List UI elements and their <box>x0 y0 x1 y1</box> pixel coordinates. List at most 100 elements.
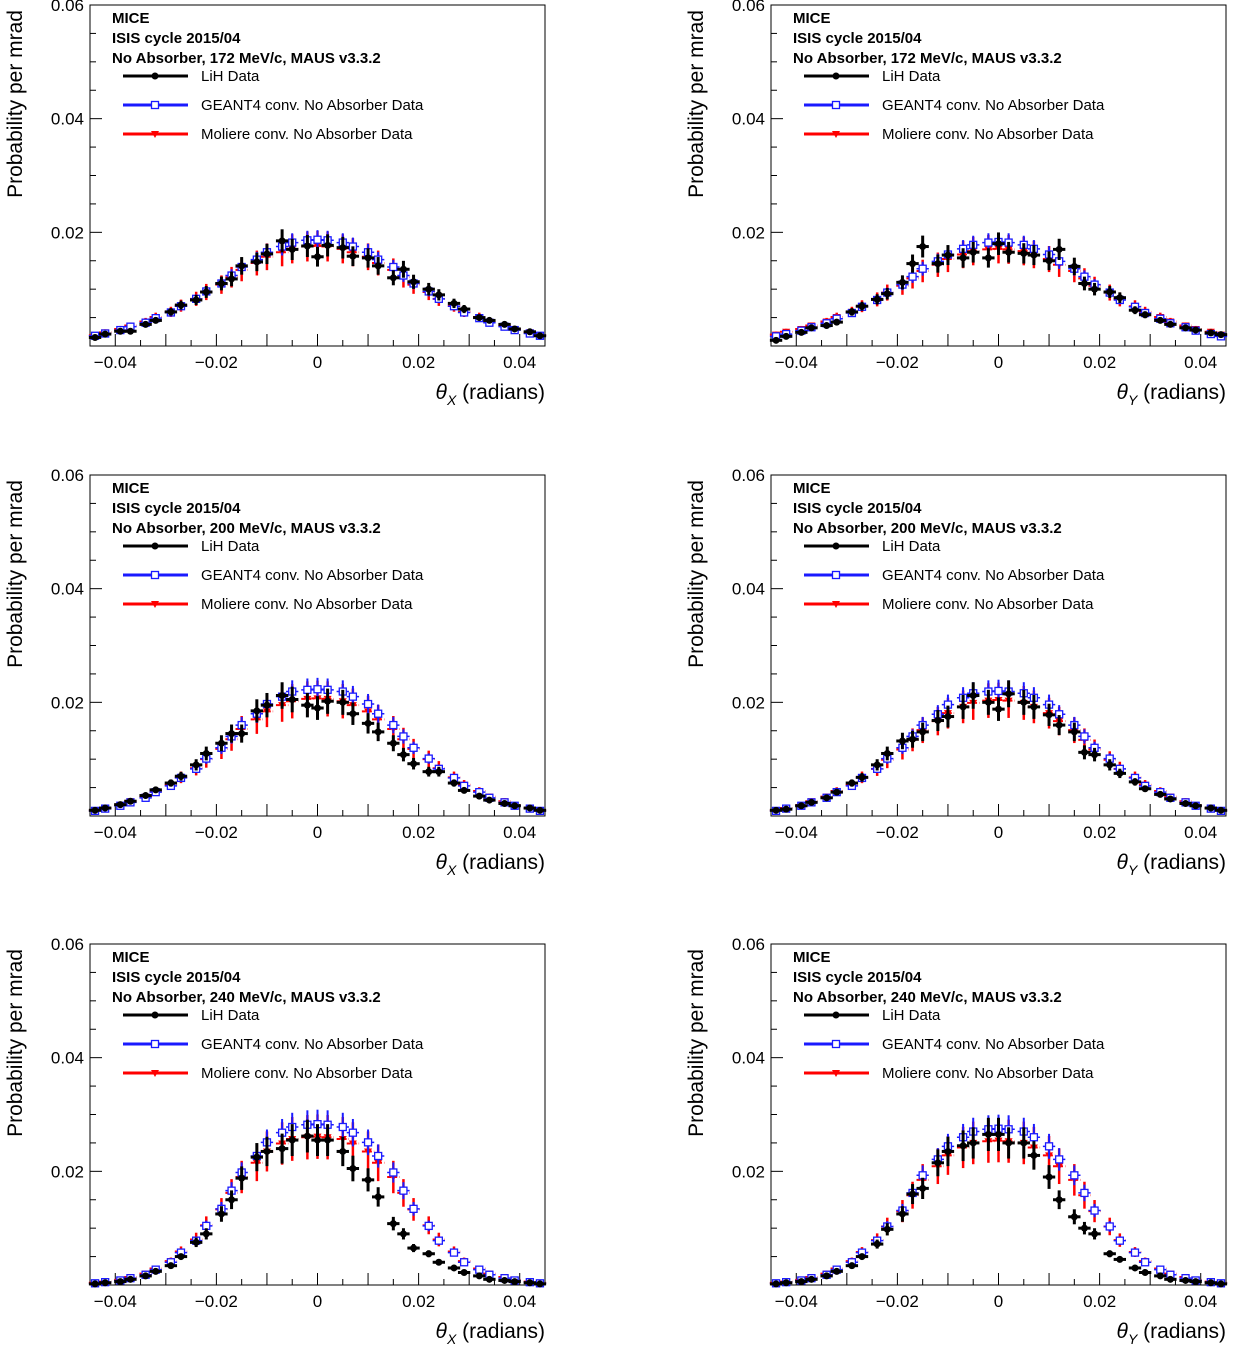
geant4-point <box>409 743 418 752</box>
lih-data-point <box>536 1280 544 1288</box>
y-axis-label: Probability per mrad <box>4 480 27 668</box>
header-line: ISIS cycle 2015/04 <box>112 500 241 517</box>
lih-data-point <box>460 1268 468 1276</box>
geant4-point <box>434 1236 443 1245</box>
legend-label: Moliere conv. No Absorber Data <box>882 596 1094 613</box>
legend-marker <box>832 542 840 550</box>
lih-data-point <box>959 1142 967 1150</box>
lih-data-point <box>501 1276 509 1284</box>
lih-data-point <box>167 1262 175 1270</box>
chart-panel-5: −0.04 −0.02 0 0.02 0.04 0.02 0.04 0.06 θX (radia… <box>4 935 547 1347</box>
lih-data-point <box>1116 294 1124 302</box>
lih-data-point <box>1141 785 1149 793</box>
lih-data-point <box>1207 329 1215 337</box>
geant4-point <box>389 720 398 730</box>
y-tick-label: 0.06 <box>732 935 765 954</box>
lih-data-point <box>142 792 150 800</box>
chart-panel-4: −0.04 −0.02 0 0.02 0.04 0.02 0.04 0.06 θY (radia… <box>685 466 1228 878</box>
geant4-point <box>363 699 373 709</box>
lih-data-point <box>1030 1151 1038 1159</box>
lih-data-point <box>389 274 397 282</box>
y-tick-label: 0.02 <box>51 223 84 242</box>
lih-data-point <box>1106 761 1114 769</box>
legend-label: GEANT4 conv. No Absorber Data <box>882 1036 1105 1053</box>
legend-label: GEANT4 conv. No Absorber Data <box>201 567 424 584</box>
lih-data-point <box>1045 257 1053 265</box>
geant4-point <box>303 685 312 694</box>
chart-panel-3: −0.04 −0.02 0 0.02 0.04 0.02 0.04 0.06 θX (radia… <box>4 466 547 878</box>
lih-data-point <box>898 1210 906 1218</box>
lih-data-point <box>1141 311 1149 319</box>
x-tick-label: 0 <box>994 823 1003 842</box>
lih-data-point <box>934 260 942 268</box>
lih-data-point <box>772 1280 780 1288</box>
lih-data-point <box>909 735 917 743</box>
lih-data-point <box>1192 802 1200 810</box>
lih-data-point <box>969 1139 977 1147</box>
lih-data-point <box>919 1184 927 1192</box>
lih-data-point <box>374 728 382 736</box>
lih-data-point <box>1106 288 1114 296</box>
geant4-point <box>313 235 322 244</box>
x-tick-label: 0.02 <box>1083 823 1116 842</box>
legend-marker <box>832 72 840 80</box>
geant4-point <box>1105 1222 1114 1231</box>
lih-data-point <box>1207 1279 1215 1287</box>
x-tick-label: 0 <box>313 1292 322 1311</box>
lih-data-point <box>410 278 418 286</box>
y-tick-label: 0.04 <box>732 1049 765 1068</box>
legend-marker <box>151 1070 159 1077</box>
lih-data-point <box>177 1253 185 1261</box>
lih-data-point <box>898 278 906 286</box>
lih-data-point <box>364 719 372 727</box>
lih-data-point <box>1055 245 1063 253</box>
geant4-point <box>1090 1206 1099 1215</box>
y-tick-label: 0.02 <box>51 693 84 712</box>
x-axis-label: θX (radians) <box>436 851 545 878</box>
lih-data-point <box>314 704 321 712</box>
lih-data-point <box>116 801 124 809</box>
lih-data-point <box>772 806 780 814</box>
x-tick-label: −0.02 <box>195 353 238 372</box>
x-tick-label: −0.04 <box>94 353 137 372</box>
lih-data-point <box>873 761 881 769</box>
header-line: No Absorber, 200 MeV/c, MAUS v3.3.2 <box>112 520 381 537</box>
lih-data-point <box>238 1174 246 1182</box>
x-tick-label: 0.04 <box>1184 1292 1217 1311</box>
lih-data-point <box>101 330 109 338</box>
y-tick-label: 0.02 <box>732 223 765 242</box>
lih-data-point <box>883 290 891 298</box>
lih-data-point <box>782 805 790 813</box>
y-tick-label: 0.04 <box>51 1049 84 1068</box>
lih-data-point <box>909 1190 917 1198</box>
lih-data-point <box>202 1230 210 1238</box>
header-line: ISIS cycle 2015/04 <box>793 500 922 517</box>
geant4-point <box>409 1204 418 1213</box>
lih-data-point <box>167 308 175 316</box>
geant4-point <box>1130 1248 1140 1257</box>
legend-marker <box>151 601 159 608</box>
x-tick-label: 0 <box>994 1292 1003 1311</box>
lih-data-point <box>959 254 967 262</box>
lih-data-point <box>389 1220 397 1228</box>
lih-data-point <box>1116 1255 1124 1263</box>
geant4-point <box>918 264 927 273</box>
legend-marker <box>832 1070 840 1077</box>
header-line: ISIS cycle 2015/04 <box>793 30 922 47</box>
x-tick-label: 0.02 <box>402 1292 435 1311</box>
header-line: No Absorber, 200 MeV/c, MAUS v3.3.2 <box>793 520 1062 537</box>
header-line: MICE <box>112 10 150 27</box>
lih-data-point <box>202 288 210 296</box>
lih-data-point <box>142 1272 150 1280</box>
x-tick-label: 0.02 <box>402 823 435 842</box>
lih-data-point <box>873 295 881 303</box>
y-tick-label: 0.02 <box>51 1162 84 1181</box>
x-tick-label: 0.04 <box>503 823 536 842</box>
lih-data-point <box>1020 1139 1028 1147</box>
lih-data-point <box>1005 690 1013 698</box>
header-line: MICE <box>112 949 150 966</box>
lih-data-point <box>238 262 246 270</box>
geant4-point <box>994 686 1003 696</box>
lih-data-point <box>450 779 458 787</box>
